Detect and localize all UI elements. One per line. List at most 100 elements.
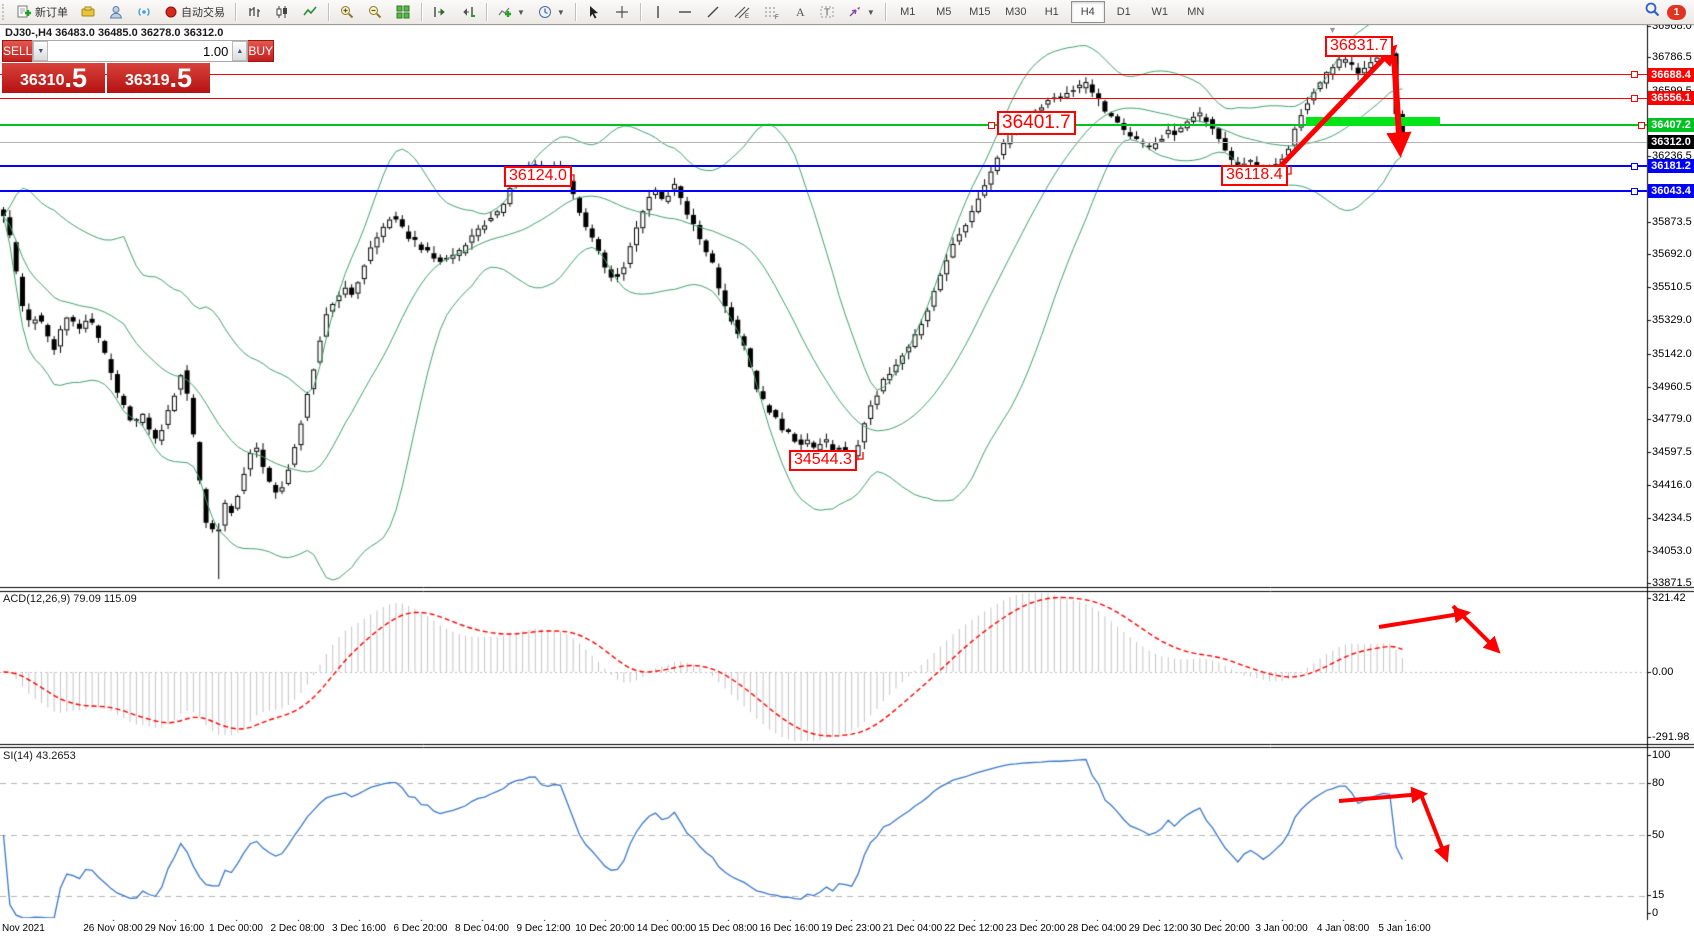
- annotation-arrow[interactable]: [1451, 604, 1501, 654]
- autotrade-button[interactable]: 自动交易: [159, 1, 230, 24]
- main-toolbar: 新订单 自动交易 ▼ ▼ E F A T ▼ M1: [0, 0, 1694, 25]
- time-axis-label: 10 Dec 20:00: [575, 923, 635, 934]
- cursor-button[interactable]: [581, 1, 607, 24]
- line-chart-icon: [302, 4, 318, 20]
- profile-button[interactable]: [103, 1, 129, 24]
- price-tag: 36688.4: [1648, 67, 1694, 82]
- dropdown-arrow-icon: ▼: [517, 7, 525, 17]
- annotation-arrow[interactable]: [1338, 786, 1429, 804]
- history-button[interactable]: [75, 1, 101, 24]
- timeframe-button-mn[interactable]: MN: [1187, 6, 1205, 18]
- rsi-axis-label: 0: [1652, 907, 1659, 919]
- line-anchor-handle[interactable]: [988, 121, 995, 129]
- line-chart-button[interactable]: [297, 1, 323, 24]
- price-tick: 34960.5: [1652, 380, 1692, 393]
- timeframe-button-m15[interactable]: M15: [969, 6, 991, 18]
- price-level-line[interactable]: [0, 124, 1647, 127]
- horizontal-line-button[interactable]: [672, 1, 698, 24]
- volume-decrease-button[interactable]: ▼: [33, 41, 49, 61]
- arrows-tool-button[interactable]: ▼: [842, 1, 880, 24]
- time-axis-label: 29 Dec 12:00: [1128, 923, 1189, 934]
- annotation-arrow[interactable]: [1378, 606, 1471, 629]
- zoom-in-button[interactable]: [334, 1, 360, 24]
- vertical-line-button[interactable]: [646, 1, 670, 24]
- price-level-line[interactable]: [0, 74, 1647, 75]
- periods-button[interactable]: ▼: [532, 1, 570, 24]
- sell-button[interactable]: SELL: [2, 40, 33, 62]
- new-order-button[interactable]: 新订单: [11, 1, 73, 24]
- toolbar-separator: [486, 3, 488, 21]
- volume-box: ▼ ▲: [32, 40, 249, 62]
- channel-button[interactable]: E: [728, 1, 756, 24]
- price-annotation-label[interactable]: 36124.0: [504, 166, 572, 187]
- indicators-button[interactable]: ▼: [492, 1, 530, 24]
- tile-windows-button[interactable]: [390, 1, 416, 24]
- price-level-line[interactable]: [0, 142, 1647, 143]
- price-tick: 35692.0: [1652, 248, 1692, 261]
- notification-badge[interactable]: 1: [1667, 4, 1686, 20]
- timeframe-button-d1[interactable]: D1: [1116, 6, 1131, 18]
- timeframe-button-m30[interactable]: M30: [1005, 6, 1027, 18]
- text-label-button[interactable]: T: [814, 1, 840, 24]
- toolbar-separator: [421, 3, 423, 21]
- candle-chart-button[interactable]: [269, 1, 295, 24]
- volume-increase-button[interactable]: ▲: [232, 41, 248, 61]
- cursor-icon: [586, 4, 602, 20]
- price-tick: 33871.5: [1652, 577, 1692, 590]
- sell-price-display[interactable]: 36310 .5: [2, 63, 105, 93]
- history-icon: [80, 4, 96, 20]
- time-axis-label: 14 Dec 00:00: [636, 923, 697, 934]
- chart-shift-icon: [460, 4, 476, 20]
- annotation-arrow[interactable]: [1270, 44, 1398, 177]
- vertical-line-icon: [651, 4, 665, 20]
- time-axis-label: 19 Dec 23:00: [821, 923, 881, 934]
- price-tick: 35142.0: [1652, 347, 1692, 360]
- auto-scroll-button[interactable]: [427, 1, 453, 24]
- time-axis-label: 8 Dec 04:00: [455, 923, 509, 934]
- buy-price-display[interactable]: 36319 .5: [107, 63, 210, 93]
- rsi-axis-label: 80: [1652, 777, 1665, 789]
- signal-icon: [136, 4, 152, 20]
- price-level-line[interactable]: [0, 97, 1647, 99]
- annotation-connector[interactable]: [855, 452, 864, 460]
- price-annotation-label[interactable]: 36118.4: [1221, 165, 1288, 186]
- highlight-bar[interactable]: [1306, 117, 1440, 126]
- line-anchor-handle[interactable]: [1631, 162, 1638, 170]
- timeframe-button-h1[interactable]: H1: [1044, 6, 1059, 18]
- line-anchor-handle[interactable]: [1631, 94, 1638, 102]
- crosshair-button[interactable]: [609, 1, 635, 24]
- buy-button[interactable]: BUY: [248, 40, 275, 62]
- price-tick: 36786.5: [1652, 50, 1692, 63]
- timeframe-button-m5[interactable]: M5: [936, 6, 952, 18]
- price-tick: 34416.0: [1652, 478, 1692, 491]
- timeframe-button-h4[interactable]: H4: [1070, 1, 1105, 23]
- rsi-indicator-label: SI(14) 43.2653: [3, 750, 76, 762]
- fibonacci-button[interactable]: F: [758, 1, 786, 24]
- price-annotation-label[interactable]: 34544.3: [789, 450, 857, 471]
- annotation-arrow[interactable]: [1418, 791, 1450, 863]
- price-annotation-label[interactable]: 36831.7: [1325, 36, 1393, 57]
- line-anchor-handle[interactable]: [1631, 187, 1638, 195]
- zoom-out-button[interactable]: [362, 1, 388, 24]
- timeframe-button-m1[interactable]: M1: [900, 6, 916, 18]
- price-level-line[interactable]: [0, 190, 1647, 192]
- time-axis[interactable]: Nov 2021 26 Nov 08:00 29 Nov 16:00 1 Dec 0…: [0, 921, 1694, 936]
- time-axis-label: 6 Dec 20:00: [393, 923, 448, 934]
- timeframe-button-w1[interactable]: W1: [1151, 6, 1169, 18]
- trendline-button[interactable]: [700, 1, 726, 24]
- text-button[interactable]: A: [788, 1, 812, 24]
- signal-button[interactable]: [131, 1, 157, 24]
- volume-input[interactable]: [48, 41, 233, 61]
- chart-shift-button[interactable]: [455, 1, 481, 24]
- time-axis-label: 5 Jan 16:00: [1378, 923, 1431, 934]
- line-anchor-handle[interactable]: [1638, 121, 1645, 129]
- price-annotation-label[interactable]: 36401.7: [997, 111, 1076, 135]
- annotation-arrow[interactable]: [1386, 55, 1412, 158]
- line-anchor-handle[interactable]: [1631, 71, 1638, 78]
- crosshair-icon: [614, 4, 630, 20]
- buy-price-frac: .5: [169, 63, 193, 93]
- bar-chart-button[interactable]: [241, 1, 267, 24]
- price-level-line[interactable]: [0, 165, 1647, 168]
- search-icon[interactable]: [1644, 1, 1661, 23]
